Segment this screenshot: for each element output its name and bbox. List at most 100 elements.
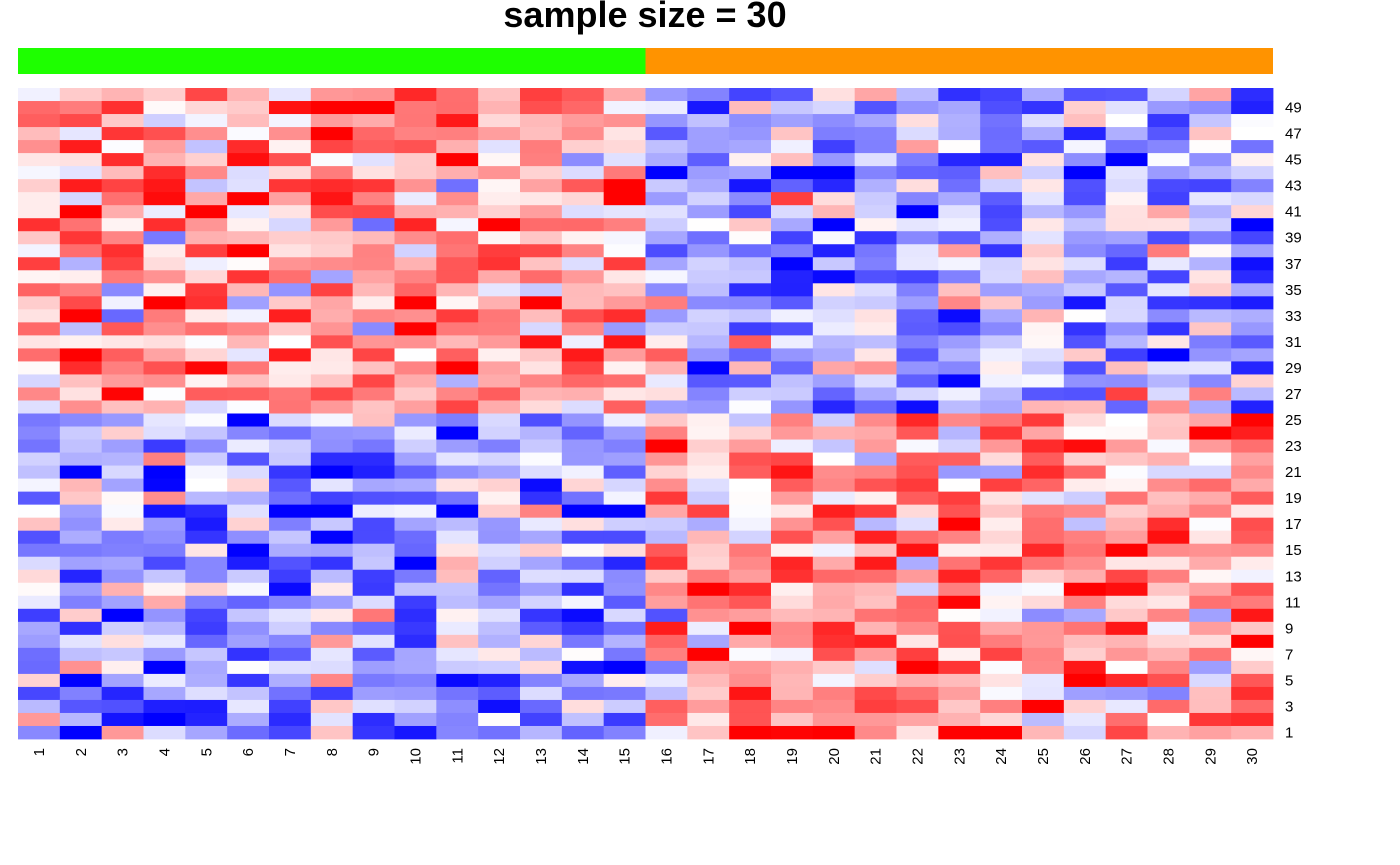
heatmap-cell [436,153,479,167]
heatmap-cell [59,309,103,323]
column-tick-label: 25 [1035,748,1052,765]
heatmap-cell [478,673,521,688]
heatmap-cell [1189,491,1232,506]
heatmap-cell [101,88,144,102]
heatmap-cell [771,439,814,453]
heatmap-cell [269,205,312,219]
heatmap-cell [310,686,354,701]
heatmap-cell [185,621,228,636]
heatmap-cell [310,452,354,466]
heatmap-cell [520,322,563,336]
heatmap-cell [18,387,61,401]
heatmap-cell [18,283,61,297]
column-tick-label: 20 [826,748,843,765]
heatmap-cell [185,556,228,571]
heatmap-cell [812,348,856,362]
heatmap-cell [1022,218,1065,232]
heatmap-cell [561,556,605,571]
heatmap-cell [729,673,772,688]
heatmap-cell [352,569,395,584]
heatmap-cell [1231,205,1274,219]
heatmap-cell [1063,231,1107,245]
heatmap-cell [1105,686,1148,701]
heatmap-cell [269,88,312,102]
heatmap-cell [1022,621,1065,636]
heatmap-cell [310,712,354,727]
heatmap-cell [185,374,228,388]
heatmap-cell [394,387,437,401]
heatmap-cell [310,361,354,375]
heatmap-cell [520,257,563,271]
heatmap-cell [18,517,61,532]
heatmap-cell [227,686,270,701]
heatmap-cell [185,673,228,688]
heatmap-cell [980,660,1023,675]
heatmap-cell [980,348,1023,362]
heatmap-cell [771,322,814,336]
heatmap-cell [687,283,730,297]
heatmap-cell [896,335,939,349]
heatmap-cell [310,348,354,362]
row-tick-label: 37 [1285,256,1302,273]
heatmap-cell [1147,387,1190,401]
heatmap-cell [1231,426,1274,440]
heatmap-cell [1147,140,1190,154]
heatmap-cell [269,153,312,167]
heatmap-cell [269,127,312,141]
heatmap-cell [603,257,646,271]
heatmap-cell [227,205,270,219]
heatmap-cell [1063,712,1107,727]
heatmap-cell [227,543,270,558]
heatmap-cell [603,296,646,310]
heatmap-cell [1022,647,1065,662]
heatmap-cell [1063,348,1107,362]
heatmap-cell [603,556,646,571]
heatmap-cell [896,166,939,180]
heatmap-cell [1063,140,1107,154]
column-tick-label: 3 [115,748,132,756]
heatmap-cell [645,465,688,479]
heatmap-cell [687,179,730,193]
heatmap-cell [771,660,814,675]
heatmap-cell [352,712,395,727]
heatmap-cell [185,595,228,610]
heatmap-cell [1063,88,1107,102]
heatmap-cell [59,517,103,532]
heatmap-cell [143,296,186,310]
heatmap-cell [18,673,61,688]
heatmap-cell [729,387,772,401]
heatmap-cell [101,699,144,714]
heatmap-cell [394,517,437,532]
heatmap-cell [436,465,479,479]
column-tick-label: 2 [73,748,90,756]
heatmap-cell [896,374,939,388]
heatmap-cell [59,361,103,375]
heatmap-cell [352,400,395,414]
heatmap-cell [854,153,897,167]
heatmap-cell [101,283,144,297]
heatmap-cell [854,335,897,349]
heatmap-cell [896,140,939,154]
heatmap-cell [478,400,521,414]
heatmap-cell [227,244,270,258]
heatmap-cell [143,491,186,506]
heatmap-cell [729,712,772,727]
heatmap-cell [896,114,939,128]
row-tick-label: 25 [1285,412,1302,429]
heatmap-cell [603,101,646,115]
heatmap-cell [227,179,270,193]
heatmap-cell [352,335,395,349]
heatmap-cell [938,374,981,388]
heatmap-cell [771,465,814,479]
heatmap-cell [896,595,939,610]
heatmap-cell [729,660,772,675]
heatmap-cell [645,569,688,584]
heatmap-cell [645,114,688,128]
column-tick-label: 24 [993,748,1010,765]
heatmap-cell [143,634,186,649]
heatmap-cell [352,556,395,571]
heatmap-cell [854,556,897,571]
heatmap-cell [143,660,186,675]
column-tick-label: 18 [742,748,759,765]
heatmap-cell [980,452,1023,466]
